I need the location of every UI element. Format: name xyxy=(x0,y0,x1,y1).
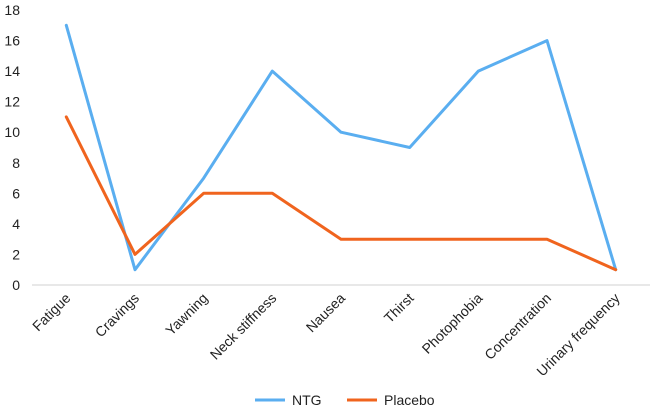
y-tick-label: 2 xyxy=(12,246,20,262)
legend-label-ntg: NTG xyxy=(292,392,322,408)
y-axis-ticks: 0 2 4 6 8 10 12 14 16 18 xyxy=(4,2,20,293)
x-tick-label: Thirst xyxy=(381,290,417,326)
series-line-ntg xyxy=(64,23,618,272)
y-tick-label: 18 xyxy=(4,2,20,18)
x-tick-label: Cravings xyxy=(92,290,142,340)
legend: NTG Placebo xyxy=(255,392,435,408)
x-tick-label: Fatigue xyxy=(29,290,73,334)
y-tick-label: 12 xyxy=(4,94,20,110)
legend-label-placebo: Placebo xyxy=(384,392,435,408)
y-tick-label: 8 xyxy=(12,155,20,171)
y-tick-label: 10 xyxy=(4,124,20,140)
x-tick-label: Concentration xyxy=(481,290,554,363)
series-line-placebo xyxy=(64,115,618,272)
x-tick-label: Nausea xyxy=(303,290,349,336)
x-tick-label: Neck stiffness xyxy=(207,290,280,363)
y-tick-label: 6 xyxy=(12,185,20,201)
y-tick-label: 16 xyxy=(4,33,20,49)
y-tick-label: 14 xyxy=(4,63,20,79)
x-tick-label: Yawning xyxy=(162,290,211,339)
y-tick-label: 4 xyxy=(12,216,20,232)
series-lines xyxy=(64,23,618,272)
x-tick-label: Photophobia xyxy=(419,290,486,357)
y-tick-label: 0 xyxy=(12,277,20,293)
